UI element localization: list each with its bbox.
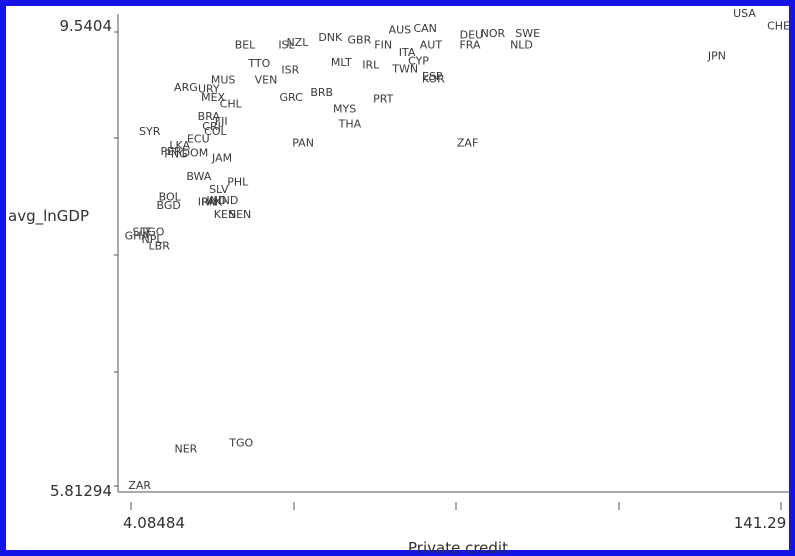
data-point-ken: KEN [214,208,236,221]
data-point-tto: TTO [247,57,270,70]
y-tick-label-bottom: 5.81294 [50,482,112,500]
data-point-bgd: BGD [157,199,181,212]
data-point-tha: THA [338,118,362,131]
data-point-nor: NOR [481,27,506,40]
data-point-can: CAN [413,22,436,35]
data-point-chl: CHL [220,97,243,110]
x-axis-title: Private credit [408,539,508,556]
data-point-npl: NPL [142,233,164,246]
data-point-phl: PHL [227,175,249,188]
data-point-pan: PAN [292,136,314,149]
data-point-bwa: BWA [186,170,211,183]
data-point-sen: SEN [229,208,251,221]
data-point-ner: NER [174,443,197,456]
data-point-hnd: HND [213,194,238,207]
data-point-lka: LKA [169,139,190,152]
data-point-twn: TWN [391,62,418,75]
data-point-tgo: TGO [228,436,253,449]
data-point-mex: MEX [201,91,225,104]
data-point-jpn: JPN [707,50,726,63]
data-point-ury: URY [198,82,220,95]
data-point-zaf: ZAF [457,136,478,149]
data-point-che: CHE [767,20,790,33]
data-point-deu: DEU [460,28,483,41]
data-point-arg: ARG [174,81,198,94]
data-point-cyp: CYP [408,55,429,68]
data-point-mlt: MLT [331,56,352,69]
data-point-jam: JAM [211,151,232,164]
data-point-ind: IND [206,194,226,207]
data-point-irn: IRN [198,195,217,208]
data-point-nzl: NZL [286,36,309,49]
data-point-zar: ZAR [128,479,151,492]
data-point-dom: DOM [182,146,209,159]
x-tick-label-right: 141.29 [734,514,787,532]
data-point-bol: BOL [159,190,182,203]
data-point-nld: NLD [510,38,533,51]
data-point-gha: GHA [125,229,150,242]
axis-ticks [114,31,782,510]
data-point-swe: SWE [515,27,540,40]
x-tick-label-left: 4.08484 [123,514,185,532]
data-point-ven: VEN [255,74,278,87]
data-point-lbr: LBR [149,239,171,252]
data-point-fin: FIN [374,38,392,51]
data-point-ita: ITA [399,46,416,59]
data-point-tgo: TGO [140,226,165,239]
data-point-mys: MYS [333,102,356,115]
data-point-per: PER [160,145,182,158]
data-point-col: COL [204,125,227,138]
y-axis-title: avg_lnGDP [8,207,89,226]
data-point-fra: FRA [459,38,481,51]
data-point-isl: ISL [278,38,295,51]
data-point-prt: PRT [373,92,393,105]
data-point-mus: MUS [211,74,236,87]
data-point-fji: FJI [215,115,228,128]
data-point-grc: GRC [280,91,304,104]
data-point-gbr: GBR [348,33,372,46]
y-tick-label-top: 9.5404 [60,17,113,35]
data-point-bel: BEL [235,38,256,51]
data-point-ecu: ECU [187,133,210,146]
data-point-bra: BRA [198,110,221,123]
data-point-png: PNG [164,148,187,161]
data-point-sle: SLE [132,226,152,239]
data-point-dnk: DNK [318,31,343,44]
data-point-isr: ISR [281,64,299,77]
data-point-slv: SLV [209,183,229,196]
data-point-brb: BRB [310,86,333,99]
data-point-pak: PAK [201,195,222,208]
data-point-aus: AUS [389,23,412,36]
data-point-usa: USA [733,7,756,20]
data-point-irl: IRL [362,59,380,72]
data-point-aut: AUT [420,38,443,51]
data-point-esp: ESP [422,70,443,83]
data-point-cri: CRI [202,120,221,133]
data-point-kor: KOR [422,72,445,85]
data-point-syr: SYR [139,125,161,138]
